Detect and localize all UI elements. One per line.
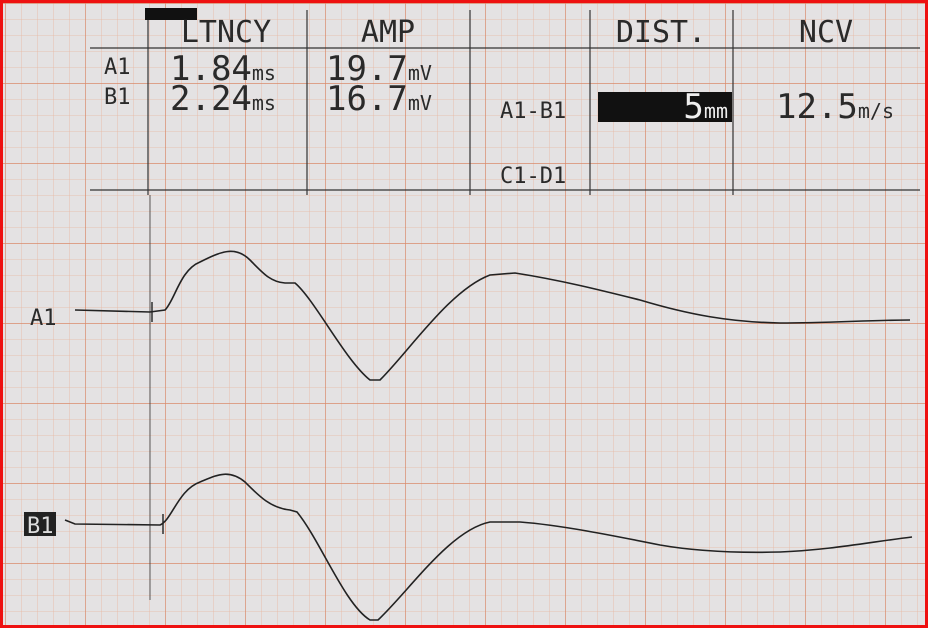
unit: m/s <box>858 99 894 123</box>
row-label: A1 <box>104 55 131 80</box>
value: 5 <box>683 87 703 127</box>
unit: mm <box>704 99 728 123</box>
unit: ms <box>252 91 276 115</box>
trace-label: A1 <box>30 306 57 331</box>
unit: ms <box>252 61 276 85</box>
column-header: AMP <box>361 15 415 50</box>
unit: mV <box>408 61 432 85</box>
value: 16.7 <box>326 79 408 119</box>
row-label: B1 <box>104 85 131 110</box>
segment-label: C1-D1 <box>500 164 566 189</box>
segment-label: A1-B1 <box>500 99 566 124</box>
printout: LTNCY AMP DIST. NCV A1 1.84ms 19.7mV B1 … <box>0 0 928 628</box>
value: 12.5 <box>776 87 858 127</box>
unit: mV <box>408 91 432 115</box>
column-header: LTNCY <box>181 15 271 50</box>
column-header: DIST. <box>616 15 706 50</box>
value: 2.24 <box>170 79 252 119</box>
column-header: NCV <box>799 15 853 50</box>
trace-label: B1 <box>27 514 54 539</box>
